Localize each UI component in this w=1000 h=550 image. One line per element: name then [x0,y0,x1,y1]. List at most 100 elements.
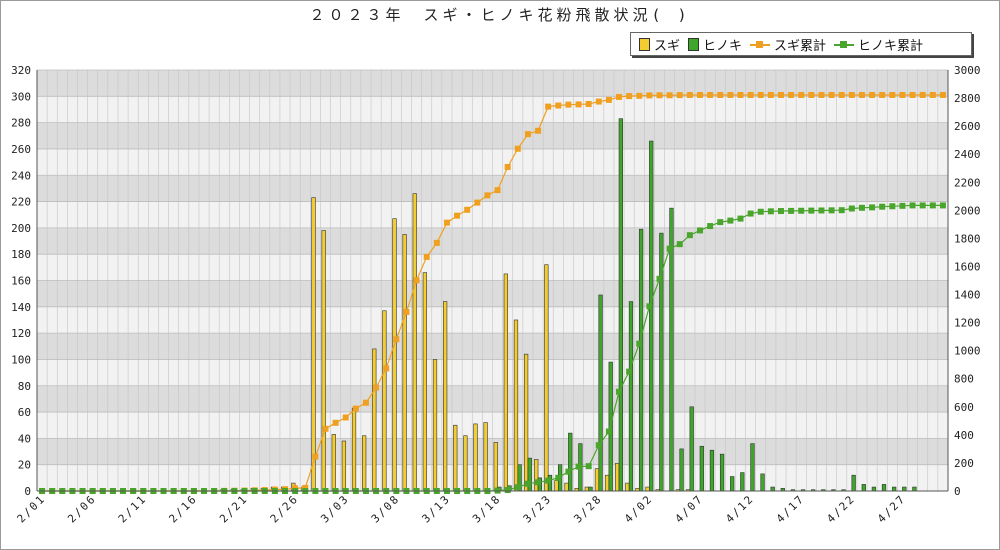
point-sugi-cumulative [686,91,693,98]
point-hinoki-cumulative [869,204,876,211]
bar-hinoki [699,445,704,492]
point-hinoki-cumulative [636,340,643,347]
point-sugi-cumulative [869,91,876,98]
bar-hinoki [902,486,907,492]
legend-swatch-sugi [639,37,650,51]
point-sugi-cumulative [403,308,410,315]
bar-sugi [503,273,508,492]
point-hinoki-cumulative [565,468,572,475]
point-hinoki-cumulative [535,479,542,486]
point-hinoki-cumulative [828,207,835,214]
y-left-tick-label: 160 [11,275,31,288]
point-hinoki-cumulative [545,477,552,484]
bar-sugi [311,197,316,492]
y-left-tick-label: 100 [11,353,31,366]
legend-label-hinoki-cumulative: ヒノキ累計 [858,38,924,54]
point-sugi-cumulative [879,91,886,98]
bar-hinoki [871,486,877,492]
point-sugi-cumulative [575,101,582,108]
y-left-tick-label: 20 [18,459,31,472]
point-sugi-cumulative [332,419,339,426]
point-sugi-cumulative [393,336,400,343]
bar-hinoki [861,484,866,492]
x-tick-label: 2/16 [166,492,200,526]
legend-swatch-sugi-cumulative [750,39,771,50]
y-left-tick-label: 180 [11,248,31,261]
bar-sugi [321,230,326,492]
bar-sugi [341,440,347,492]
point-hinoki-cumulative [504,487,511,494]
legend-swatch-hinoki [688,37,700,51]
point-sugi-cumulative [464,206,471,213]
point-sugi-cumulative [646,92,653,99]
bar-sugi [362,435,367,492]
point-hinoki-cumulative [939,202,946,209]
point-sugi-cumulative [362,399,369,406]
bar-sugi [372,348,377,492]
point-hinoki-cumulative [707,223,714,230]
y-left-tick-label: 320 [11,64,31,77]
point-hinoki-cumulative [929,202,936,209]
bar-sugi [604,474,610,492]
bar-hinoki [760,473,765,492]
bar-sugi [544,264,549,492]
x-tick-label: 2/26 [268,492,302,526]
point-sugi-cumulative [626,93,633,100]
point-hinoki-cumulative [666,245,673,252]
x-tick-label: 4/12 [723,492,757,526]
bar-sugi [523,353,529,492]
point-sugi-cumulative [494,187,501,194]
chart-title: ２０２３年 スギ・ヒノキ花粉飛散状況( ) [309,6,691,24]
y-right-tick-label: 2400 [954,148,981,161]
point-hinoki-cumulative [919,202,926,209]
point-sugi-cumulative [373,384,380,391]
bar-sugi [331,434,336,492]
point-sugi-cumulative [747,91,754,98]
bar-sugi [483,422,488,492]
bar-hinoki [679,448,684,492]
y-left-tick-label: 120 [11,327,31,340]
point-sugi-cumulative [504,163,511,170]
bar-sugi [463,435,468,492]
bar-hinoki [892,486,897,492]
bar-sugi [615,463,620,492]
y-left-tick-label: 220 [11,196,31,209]
point-hinoki-cumulative [616,388,623,395]
y-left-tick-label: 60 [18,406,31,419]
y-right-tick-label: 1600 [954,260,981,273]
bar-sugi [351,407,357,492]
x-tick-label: 3/23 [521,492,555,526]
point-sugi-cumulative [565,101,572,108]
bar-hinoki [638,228,644,492]
point-hinoki-cumulative [818,207,825,214]
bar-sugi [382,310,387,492]
point-hinoki-cumulative [909,202,916,209]
point-hinoki-cumulative [889,203,896,210]
y-right-tick-label: 0 [954,485,961,498]
x-tick-label: 2/11 [116,492,150,526]
legend-label-hinoki: ヒノキ [703,38,743,54]
bar-sugi [513,319,519,492]
point-hinoki-cumulative [798,207,805,214]
point-hinoki-cumulative [767,208,774,215]
legend-label-sugi: スギ [654,38,681,54]
point-sugi-cumulative [383,365,390,372]
bar-hinoki [851,474,856,492]
point-hinoki-cumulative [788,207,795,214]
x-tick-label: 4/27 [875,492,909,526]
x-tick-label: 2/06 [65,492,99,526]
legend: スギ ヒノキ スギ累計 ヒノキ累計 [630,32,972,56]
point-hinoki-cumulative [777,208,784,215]
point-sugi-cumulative [616,93,623,100]
point-sugi-cumulative [302,484,309,491]
bar-hinoki [618,118,623,492]
point-hinoki-cumulative [697,227,704,234]
point-sugi-cumulative [919,91,926,98]
y-right-tick-label: 600 [954,401,974,414]
point-sugi-cumulative [352,405,359,412]
point-hinoki-cumulative [585,463,592,470]
point-sugi-cumulative [767,91,774,98]
point-sugi-cumulative [342,414,349,421]
bar-sugi [443,301,448,492]
